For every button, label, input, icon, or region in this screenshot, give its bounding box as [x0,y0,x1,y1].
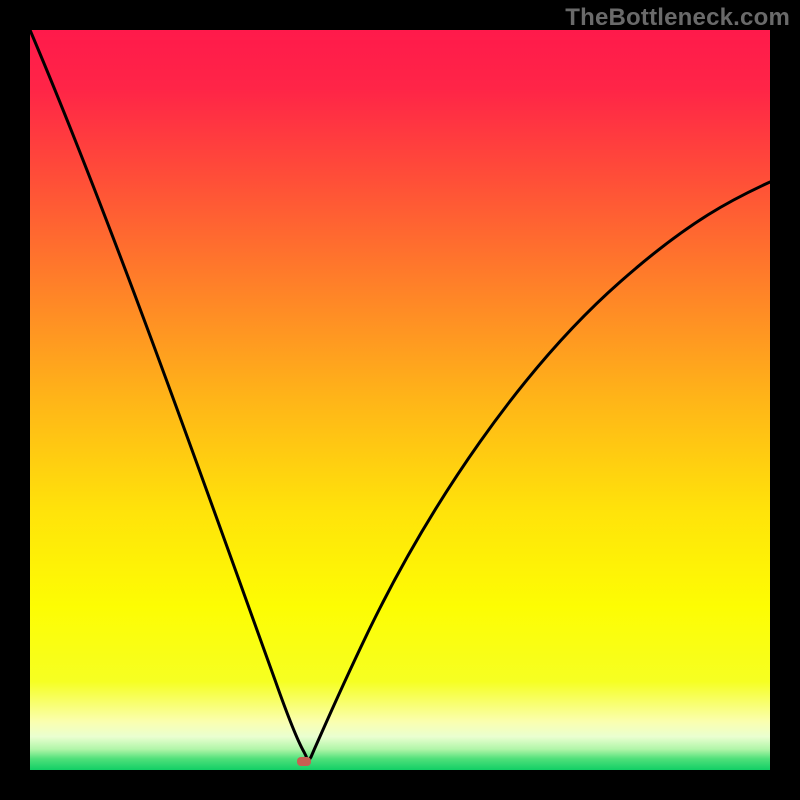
plot-area [0,0,800,800]
chart-container: TheBottleneck.com [0,0,800,800]
gradient-background [30,30,770,770]
optimum-marker [297,757,311,766]
watermark-text: TheBottleneck.com [565,4,790,32]
